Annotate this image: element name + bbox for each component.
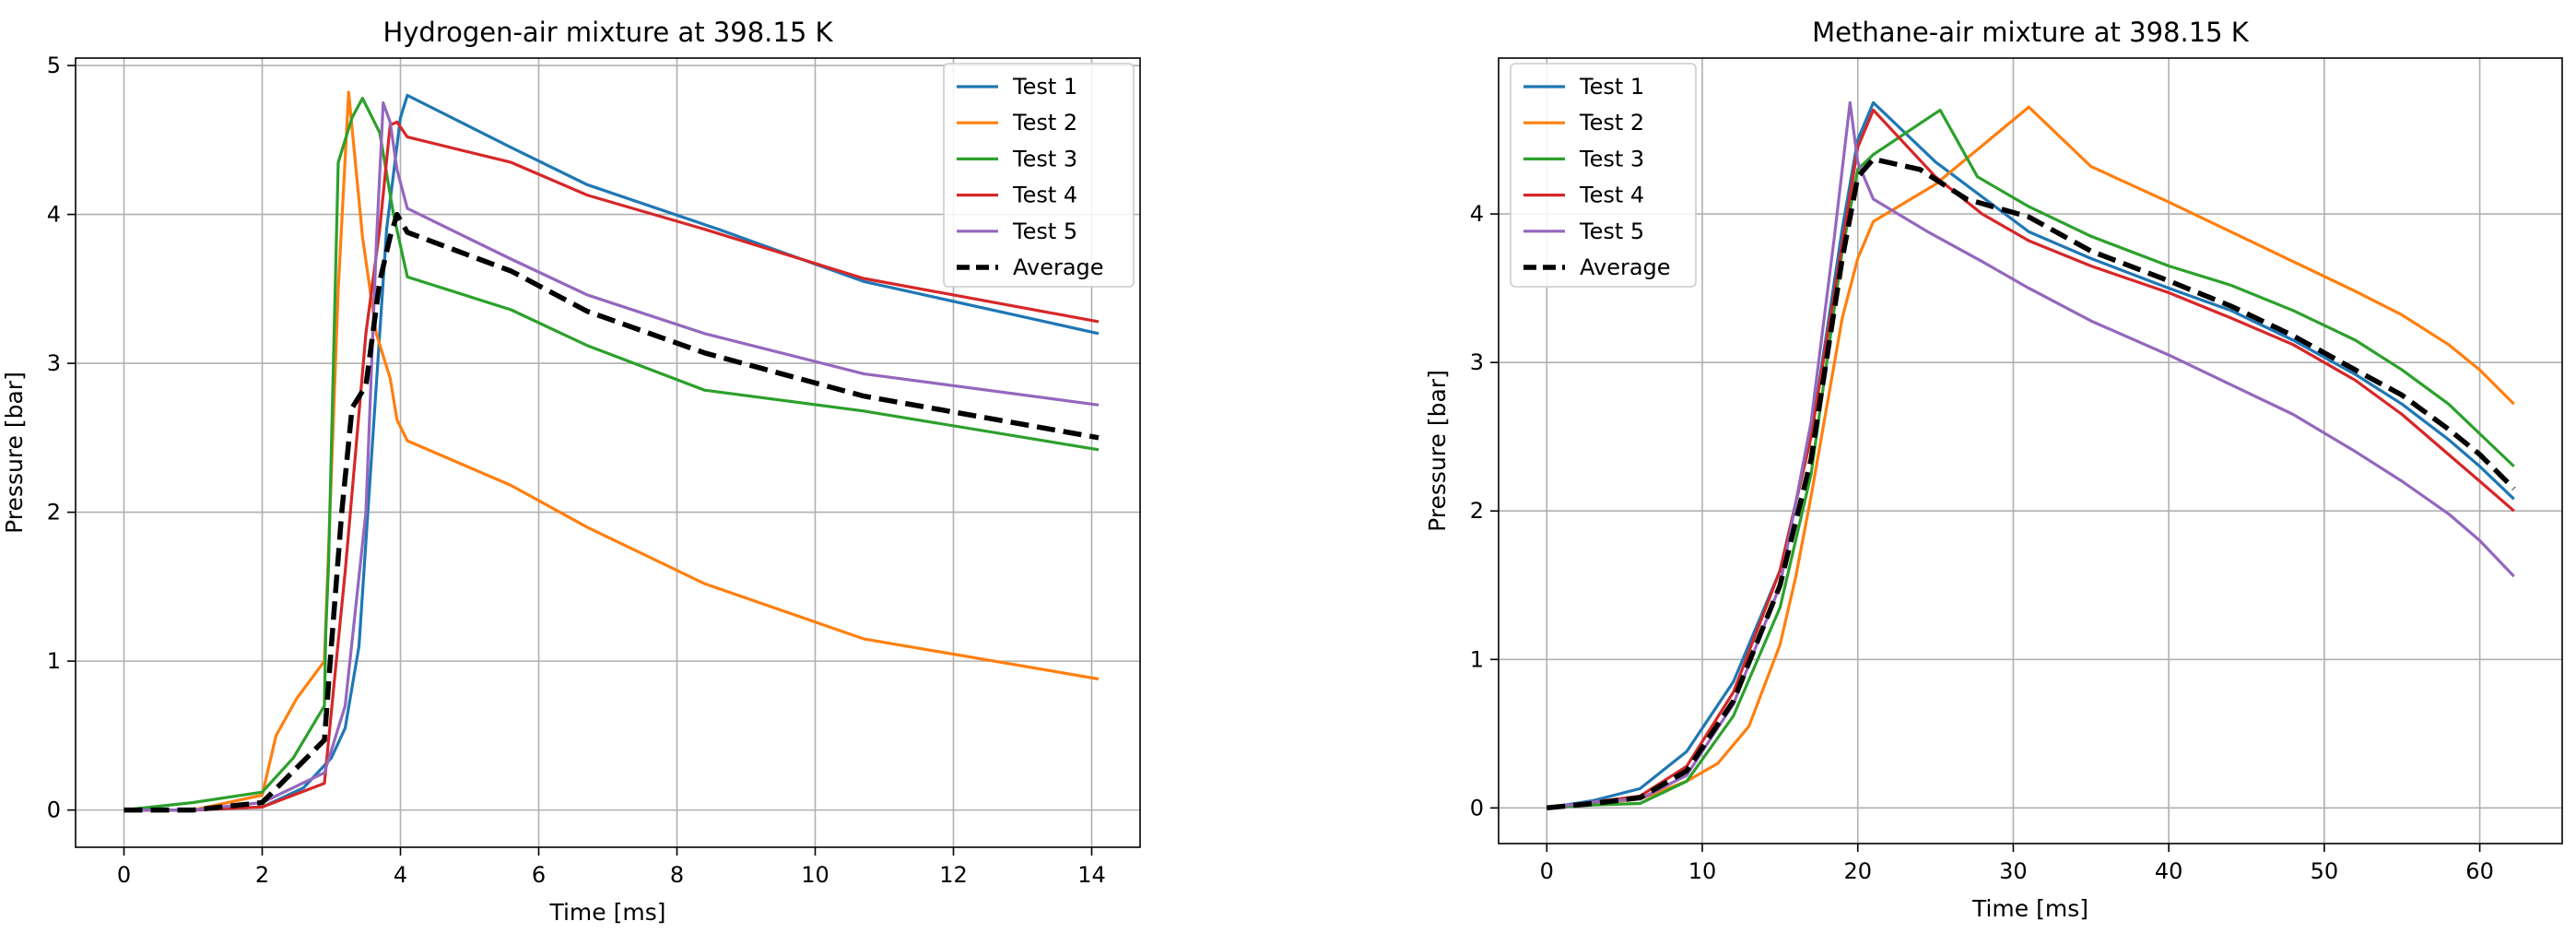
x-tick-label: 6: [532, 862, 546, 888]
legend-label: Test 4: [1579, 183, 1644, 208]
x-tick-label: 2: [255, 862, 269, 888]
x-tick-label: 60: [2465, 858, 2494, 884]
y-tick-label: 0: [47, 797, 61, 823]
x-tick-label: 50: [2311, 858, 2339, 884]
legend-label: Average: [1013, 254, 1104, 280]
series-line-test-1: [1547, 100, 2515, 809]
x-tick-label: 4: [394, 862, 407, 888]
x-tick-label: 10: [801, 862, 829, 888]
x-axis-label: Time [ms]: [1971, 895, 2088, 922]
plot-frame: [75, 57, 1141, 848]
series-line-test-1: [124, 93, 1100, 812]
legend: Test 1 Test 2 Test 3 Test 4 Test 5 Average: [1510, 63, 1697, 288]
legend-label: Test 2: [1579, 110, 1644, 136]
legend-label: Test 2: [1012, 110, 1077, 136]
legend-label: Test 5: [1579, 218, 1644, 244]
x-tick-label: 0: [1540, 858, 1554, 884]
x-tick-label: 12: [939, 862, 968, 888]
series-line-test-3: [1547, 108, 2515, 809]
x-axis-label: Time [ms]: [548, 899, 665, 926]
series-line-average: [1547, 156, 2516, 811]
series-line-average: [124, 211, 1100, 813]
y-tick-label: 4: [47, 202, 61, 228]
legend-label: Test 1: [1012, 74, 1077, 100]
x-tick-label: 20: [1843, 858, 1872, 884]
y-tick-label: 0: [1470, 795, 1484, 821]
y-axis-label: Pressure [bar]: [1424, 370, 1451, 532]
legend-label: Test 3: [1579, 146, 1644, 171]
chart-title: Hydrogen-air mixture at 398.15 K: [382, 17, 833, 48]
x-tick-label: 0: [117, 862, 131, 888]
y-tick-label: 1: [47, 648, 61, 674]
legend: Test 1 Test 2 Test 3 Test 4 Test 5 Average: [943, 63, 1135, 288]
x-tick-label: 10: [1688, 858, 1717, 884]
series-line-test-5: [124, 100, 1100, 812]
legend-label: Average: [1580, 254, 1671, 280]
series-line-test-3: [124, 96, 1100, 812]
x-tick-label: 30: [1999, 858, 2028, 884]
y-tick-label: 4: [1470, 201, 1484, 227]
y-axis-label: Pressure [bar]: [1, 372, 28, 534]
legend-label: Test 1: [1579, 74, 1644, 100]
y-tick-label: 3: [1470, 349, 1484, 375]
y-tick-label: 2: [47, 500, 61, 526]
x-tick-label: 8: [670, 862, 684, 888]
legend-label: Test 3: [1012, 146, 1077, 171]
y-tick-label: 1: [1470, 646, 1484, 672]
legend-label: Test 4: [1012, 183, 1077, 208]
y-tick-label: 3: [47, 350, 61, 376]
series-line-test-2: [124, 90, 1100, 812]
chart-title: Methane-air mixture at 398.15 K: [1812, 17, 2250, 48]
series-line-test-2: [1547, 105, 2515, 809]
series-line-test-4: [124, 120, 1100, 812]
methane-chart: 0 10 20 30 40 50 60 0 1 2 3 4 Methane-air mixture at…: [1424, 17, 2563, 922]
y-tick-label: 2: [1470, 498, 1484, 524]
legend-label: Test 5: [1012, 218, 1077, 244]
x-tick-label: 14: [1077, 862, 1106, 888]
plot-frame: [1498, 57, 2563, 844]
x-tick-label: 40: [2155, 858, 2183, 884]
y-tick-label: 5: [47, 53, 61, 78]
